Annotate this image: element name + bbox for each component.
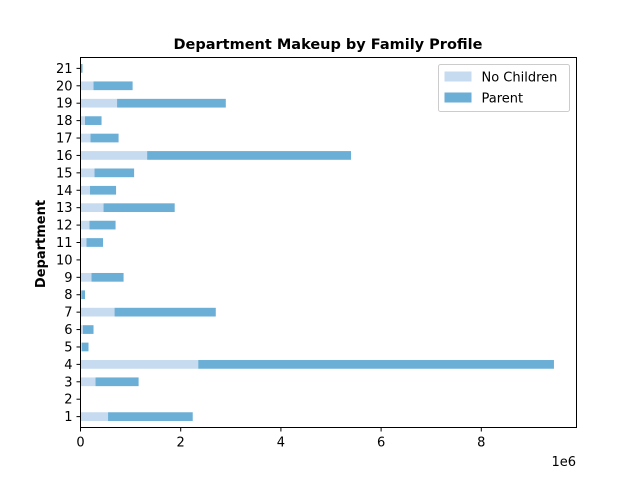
legend-label-parent: Parent — [482, 92, 524, 107]
x-tick-label: 4 — [277, 436, 285, 451]
bar-parent-dept-20 — [93, 81, 133, 91]
y-tick-label: 5 — [64, 340, 72, 355]
bar-parent-dept-7 — [114, 307, 216, 317]
x-tick-label: 8 — [477, 436, 485, 451]
bar-no-children-dept-4 — [80, 360, 199, 369]
y-tick-label: 15 — [56, 166, 73, 181]
bar-parent-dept-6 — [83, 325, 94, 334]
legend-swatch-no-children — [444, 71, 472, 82]
y-tick-label: 18 — [56, 114, 73, 129]
bar-no-children-dept-11 — [80, 238, 87, 247]
bar-no-children-dept-19 — [80, 98, 118, 108]
bar-parent-dept-18 — [85, 116, 102, 125]
y-tick-label: 6 — [64, 323, 72, 338]
bar-no-children-dept-18 — [80, 116, 86, 125]
y-tick-label: 2 — [64, 393, 72, 408]
bar-parent-dept-16 — [147, 151, 352, 160]
plot-frame — [80, 57, 577, 428]
y-tick-label: 19 — [56, 97, 73, 112]
bar-no-children-dept-7 — [80, 307, 115, 317]
bar-no-children-dept-9 — [80, 272, 92, 282]
bar-no-children-dept-13 — [80, 203, 104, 213]
bar-no-children-dept-5 — [80, 342, 83, 352]
y-tick-label: 14 — [56, 184, 73, 199]
legend-label-no-children: No Children — [482, 71, 558, 86]
y-tick-label: 20 — [56, 79, 73, 94]
x-axis-scale-label: 1e6 — [551, 455, 576, 470]
bar-parent-dept-17 — [90, 133, 119, 143]
x-tick-label: 2 — [177, 436, 185, 451]
y-tick-label: 17 — [56, 132, 73, 147]
y-tick-label: 8 — [64, 288, 72, 303]
y-tick-label: 4 — [64, 358, 72, 373]
bar-no-children-dept-20 — [80, 81, 94, 91]
y-tick-label: 10 — [56, 253, 73, 268]
bar-parent-dept-19 — [117, 98, 226, 108]
chart-title: Department Makeup by Family Profile — [174, 37, 483, 53]
bar-no-children-dept-15 — [80, 168, 95, 178]
bar-parent-dept-4 — [198, 360, 554, 369]
y-tick-label: 13 — [56, 201, 73, 216]
x-tick-label: 0 — [76, 436, 84, 451]
y-tick-label: 7 — [64, 306, 72, 321]
y-tick-label: 9 — [64, 271, 72, 286]
bar-parent-dept-1 — [108, 412, 193, 421]
bar-no-children-dept-16 — [80, 151, 148, 160]
bar-parent-dept-9 — [91, 272, 124, 282]
y-tick-label: 12 — [56, 219, 73, 234]
y-tick-label: 11 — [56, 236, 73, 251]
bar-parent-dept-21 — [81, 64, 83, 73]
bar-no-children-dept-8 — [80, 290, 82, 300]
bar-no-children-dept-12 — [80, 220, 90, 230]
y-tick-label: 1 — [64, 410, 72, 425]
x-tick-label: 6 — [377, 436, 385, 451]
y-tick-label: 21 — [56, 62, 73, 77]
bar-parent-dept-14 — [90, 185, 117, 195]
bar-parent-dept-5 — [82, 342, 89, 352]
y-tick-label: 3 — [64, 375, 72, 390]
bar-no-children-dept-3 — [80, 377, 96, 387]
bar-parent-dept-13 — [103, 203, 175, 213]
bar-no-children-dept-1 — [80, 412, 109, 421]
bar-parent-dept-8 — [81, 290, 86, 300]
y-axis-label: Department — [34, 200, 49, 288]
bar-parent-dept-11 — [86, 238, 104, 247]
bar-parent-dept-15 — [94, 168, 135, 178]
bar-parent-dept-12 — [89, 220, 116, 230]
legend-swatch-parent — [444, 92, 472, 103]
bar-no-children-dept-17 — [80, 133, 91, 143]
bar-no-children-dept-14 — [80, 185, 91, 195]
bar-parent-dept-3 — [95, 377, 139, 387]
bar-no-children-dept-6 — [80, 325, 84, 334]
y-tick-label: 16 — [56, 149, 73, 164]
